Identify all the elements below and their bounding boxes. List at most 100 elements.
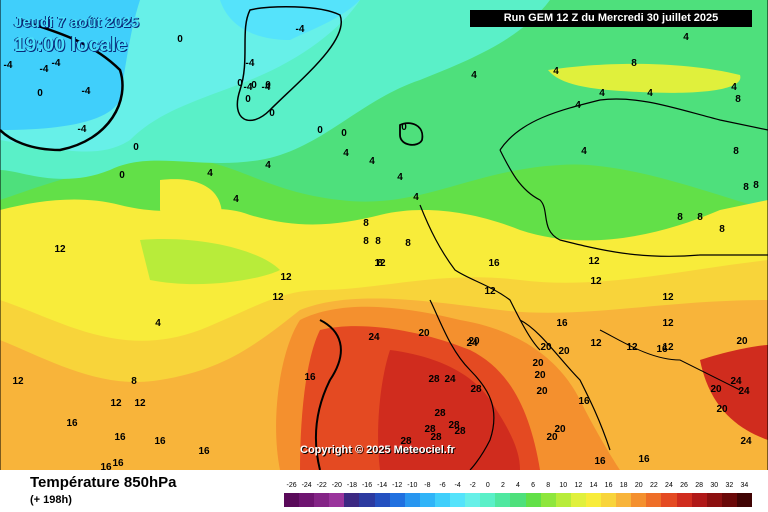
isotherm-label: 20 — [710, 384, 722, 395]
isotherm-label: 12 — [484, 286, 496, 297]
field-scandinavia-warm — [548, 63, 741, 93]
legend-swatch — [721, 493, 738, 507]
isotherm-label: 28 — [400, 436, 412, 447]
isotherm-label: 16 — [594, 456, 606, 467]
legend-swatch — [495, 493, 511, 507]
isotherm-label: 0 — [37, 88, 43, 99]
legend-tick: -20 — [331, 482, 342, 489]
legend-swatch — [540, 493, 557, 507]
isotherm-label: 4 — [265, 160, 271, 171]
isotherm-label: 8 — [753, 180, 759, 191]
footer-bar: Température 850hPa (+ 198h) -26 -24 -22 -20… — [0, 470, 768, 512]
legend-tick: -6 — [439, 482, 446, 489]
field-atlantic-warm — [160, 179, 222, 241]
isotherm-label: -4 — [4, 60, 13, 71]
legend-tick: -16 — [361, 482, 373, 489]
isotherm-label: 20 — [534, 370, 546, 381]
legend-tick: -2 — [469, 482, 476, 489]
field-minus4c — [0, 0, 140, 130]
isotherm-label: 4 — [553, 66, 559, 77]
legend-tick: -22 — [316, 482, 327, 489]
isotherm-label: -4 — [296, 24, 305, 35]
isotherm-label: 24 — [730, 376, 742, 387]
isotherm-label: 8 — [377, 258, 383, 269]
legend-tick: 2 — [500, 482, 505, 489]
isotherm-label: 24 — [466, 338, 478, 349]
isotherm-label: 28 — [448, 420, 460, 431]
legend-swatch — [419, 493, 436, 507]
isotherm-label: 4 — [207, 168, 213, 179]
isotherm-label: 8 — [697, 212, 703, 223]
isotherm-label: 28 — [434, 408, 446, 419]
isotherm-label: 0 — [341, 128, 347, 139]
legend-swatch — [661, 493, 677, 507]
legend-swatch — [359, 493, 376, 507]
legend-tick: -24 — [301, 482, 312, 489]
isotherm-label: 8 — [735, 94, 741, 105]
isotherm-label: 4 — [647, 88, 653, 99]
field-atlantic-mid — [140, 239, 280, 285]
isotherm-label: 20 — [546, 432, 558, 443]
legend-tick: 32 — [725, 482, 734, 489]
legend-tick: 10 — [559, 482, 568, 489]
legend-tick: 0 — [485, 482, 490, 489]
isotherm-label: -4 — [40, 64, 49, 75]
isotherm-label: 24 — [368, 332, 380, 343]
isotherm-label: 8 — [719, 224, 725, 235]
isotherm-label: 24 — [740, 436, 752, 447]
copyright: Copyright © 2025 Meteociel.fr — [300, 444, 455, 456]
parameter-title: Température 850hPa — [30, 474, 177, 491]
isotherm-label: 12 — [12, 376, 24, 387]
isotherm-label: 12 — [662, 342, 674, 353]
isotherm-label: 4 — [413, 192, 419, 203]
isotherm-label: 12 — [590, 338, 602, 349]
isotherm-label: 20 — [554, 424, 566, 435]
isotherm-label: 20 — [716, 404, 728, 415]
legend-tick: -18 — [346, 482, 357, 489]
legend-tick: -12 — [392, 482, 403, 489]
legend-swatch — [284, 493, 300, 507]
isotherm-label: 16 — [488, 258, 500, 269]
legend-tick: 16 — [604, 482, 613, 489]
isotherm-label: 8 — [363, 236, 369, 247]
isotherm-label: 12 — [588, 256, 600, 267]
isotherm-label: 16 — [638, 454, 650, 465]
isotherm-label: 0 — [133, 142, 139, 153]
legend-swatch — [329, 493, 345, 507]
isotherm-label: 4 — [369, 156, 375, 167]
legend-swatch — [314, 493, 330, 507]
isotherm-label: -4 — [52, 58, 61, 69]
color-scale-legend: -26 -24 -22 -20 -18 -16 -14 -12 -10 -8 -6 -4 -2 0 2 4 6 8… — [284, 474, 753, 508]
legend-swatch — [676, 493, 693, 507]
isotherm-label: 0 — [245, 94, 251, 105]
legend-swatch — [570, 493, 587, 507]
field-east-hot — [700, 345, 768, 440]
legend-tick: -14 — [377, 482, 388, 489]
isotherm-label: 16 — [578, 396, 590, 407]
legend-swatch — [404, 493, 421, 507]
isotherm-label: 0 — [237, 78, 243, 89]
isotherm-label: 12 — [374, 258, 386, 269]
isotherm-label: 0 — [269, 108, 275, 119]
svalbard-coast — [236, 5, 343, 121]
isotherm-label: 4 — [343, 148, 349, 159]
baltic-coast — [499, 149, 768, 257]
legend-swatch — [374, 493, 391, 507]
isotherm-label: 8 — [677, 212, 683, 223]
isotherm-label: 12 — [590, 276, 602, 287]
isotherm-label: 12 — [662, 318, 674, 329]
isotherm-label: 4 — [397, 172, 403, 183]
legend-swatch — [299, 493, 315, 507]
isotherm-label: -4 — [78, 124, 87, 135]
isotherm-label: 12 — [134, 398, 146, 409]
isotherm-label: 16 — [114, 432, 126, 443]
legend-swatch — [631, 493, 647, 507]
legend-swatch — [510, 493, 527, 507]
legend-tick: 26 — [680, 482, 688, 489]
legend-swatch — [736, 493, 753, 507]
legend-swatch — [691, 493, 708, 507]
valid-time: 19:00 locale — [14, 34, 128, 56]
